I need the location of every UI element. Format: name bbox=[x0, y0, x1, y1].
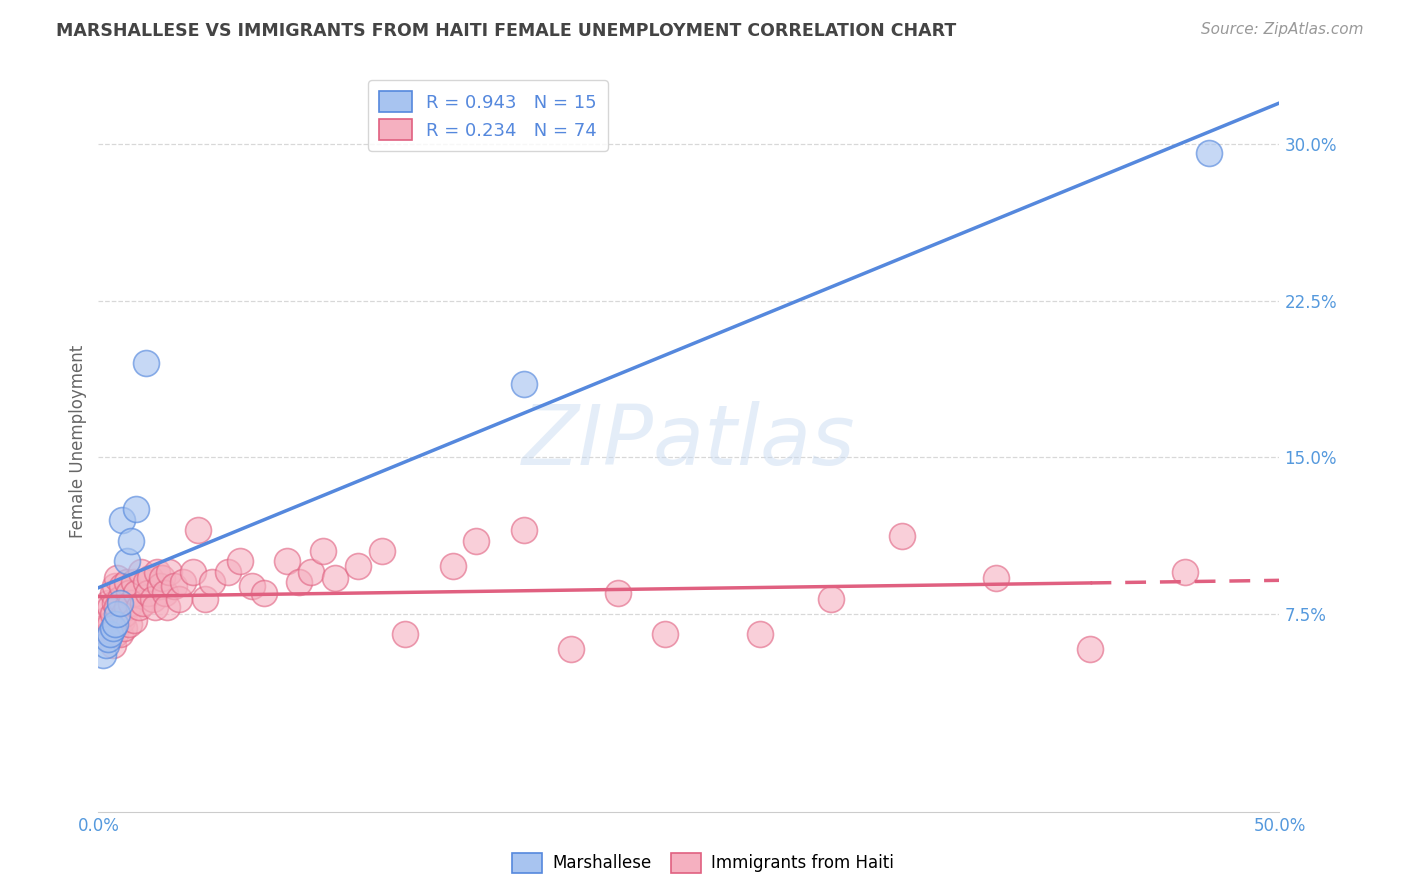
Point bbox=[111, 613, 134, 627]
Point bbox=[97, 627, 120, 641]
Point bbox=[128, 600, 150, 615]
Point bbox=[1198, 145, 1220, 160]
Point bbox=[115, 554, 138, 568]
Point bbox=[347, 558, 370, 573]
Point bbox=[201, 575, 224, 590]
Point bbox=[560, 642, 582, 657]
Point bbox=[748, 627, 770, 641]
Point bbox=[132, 596, 155, 610]
Point bbox=[288, 575, 311, 590]
Point bbox=[253, 586, 276, 600]
Point bbox=[181, 565, 204, 579]
Point bbox=[115, 600, 138, 615]
Point bbox=[112, 607, 135, 621]
Point bbox=[512, 377, 534, 392]
Point bbox=[229, 554, 252, 568]
Point bbox=[194, 592, 217, 607]
Point bbox=[135, 356, 157, 370]
Point bbox=[104, 596, 127, 610]
Point bbox=[156, 600, 179, 615]
Point bbox=[129, 565, 152, 579]
Point bbox=[108, 592, 131, 607]
Point bbox=[512, 523, 534, 537]
Point bbox=[136, 586, 159, 600]
Point bbox=[654, 627, 676, 641]
Point bbox=[172, 575, 194, 590]
Point bbox=[157, 565, 180, 579]
Point bbox=[142, 592, 165, 607]
Point bbox=[118, 617, 141, 632]
Point bbox=[146, 565, 169, 579]
Point bbox=[323, 571, 346, 585]
Point bbox=[101, 621, 124, 635]
Point bbox=[890, 529, 912, 543]
Point bbox=[104, 579, 127, 593]
Point bbox=[101, 607, 124, 621]
Point bbox=[91, 621, 114, 635]
Point bbox=[371, 544, 394, 558]
Point bbox=[465, 533, 488, 548]
Point bbox=[98, 627, 121, 641]
Point bbox=[121, 596, 143, 610]
Point bbox=[105, 571, 128, 585]
Point bbox=[240, 579, 263, 593]
Point bbox=[105, 600, 128, 615]
Point bbox=[149, 579, 172, 593]
Point bbox=[104, 627, 127, 641]
Point bbox=[105, 607, 128, 621]
Point bbox=[1174, 565, 1197, 579]
Point bbox=[121, 533, 143, 548]
Point bbox=[163, 579, 186, 593]
Point bbox=[91, 648, 114, 663]
Point bbox=[299, 565, 322, 579]
Point bbox=[150, 571, 173, 585]
Point bbox=[607, 586, 630, 600]
Point bbox=[276, 554, 298, 568]
Point bbox=[125, 502, 148, 516]
Point bbox=[108, 627, 131, 641]
Point bbox=[187, 523, 209, 537]
Point bbox=[97, 596, 120, 610]
Point bbox=[122, 575, 145, 590]
Point bbox=[167, 592, 190, 607]
Point bbox=[105, 617, 128, 632]
Point bbox=[97, 632, 120, 646]
Point bbox=[94, 613, 117, 627]
Point bbox=[111, 513, 134, 527]
Point bbox=[139, 571, 162, 585]
Point bbox=[441, 558, 464, 573]
Point bbox=[98, 617, 121, 632]
Point bbox=[394, 627, 416, 641]
Y-axis label: Female Unemployment: Female Unemployment bbox=[69, 345, 87, 538]
Point bbox=[1080, 642, 1102, 657]
Point bbox=[153, 586, 176, 600]
Text: ZIPatlas: ZIPatlas bbox=[522, 401, 856, 482]
Point bbox=[122, 613, 145, 627]
Point bbox=[101, 638, 124, 652]
Point bbox=[101, 586, 124, 600]
Point bbox=[312, 544, 335, 558]
Point bbox=[125, 586, 148, 600]
Point bbox=[98, 600, 121, 615]
Text: MARSHALLESE VS IMMIGRANTS FROM HAITI FEMALE UNEMPLOYMENT CORRELATION CHART: MARSHALLESE VS IMMIGRANTS FROM HAITI FEM… bbox=[56, 22, 956, 40]
Point bbox=[820, 592, 842, 607]
Legend: R = 0.943   N = 15, R = 0.234   N = 74: R = 0.943 N = 15, R = 0.234 N = 74 bbox=[368, 80, 607, 151]
Point bbox=[984, 571, 1007, 585]
Point bbox=[104, 617, 127, 632]
Point bbox=[135, 575, 157, 590]
Point bbox=[118, 586, 141, 600]
Point bbox=[143, 600, 166, 615]
Point bbox=[111, 579, 134, 593]
Point bbox=[217, 565, 239, 579]
Point bbox=[112, 621, 135, 635]
Legend: Marshallese, Immigrants from Haiti: Marshallese, Immigrants from Haiti bbox=[505, 847, 901, 880]
Point bbox=[94, 638, 117, 652]
Point bbox=[115, 575, 138, 590]
Text: Source: ZipAtlas.com: Source: ZipAtlas.com bbox=[1201, 22, 1364, 37]
Point bbox=[108, 596, 131, 610]
